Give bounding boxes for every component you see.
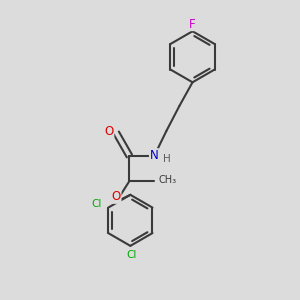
- Text: Cl: Cl: [127, 250, 137, 260]
- Text: Cl: Cl: [92, 199, 102, 209]
- Text: CH₃: CH₃: [159, 176, 177, 185]
- Text: N: N: [150, 149, 158, 162]
- Text: F: F: [189, 17, 196, 31]
- Text: O: O: [112, 190, 121, 203]
- Text: O: O: [104, 125, 114, 138]
- Text: H: H: [163, 154, 171, 164]
